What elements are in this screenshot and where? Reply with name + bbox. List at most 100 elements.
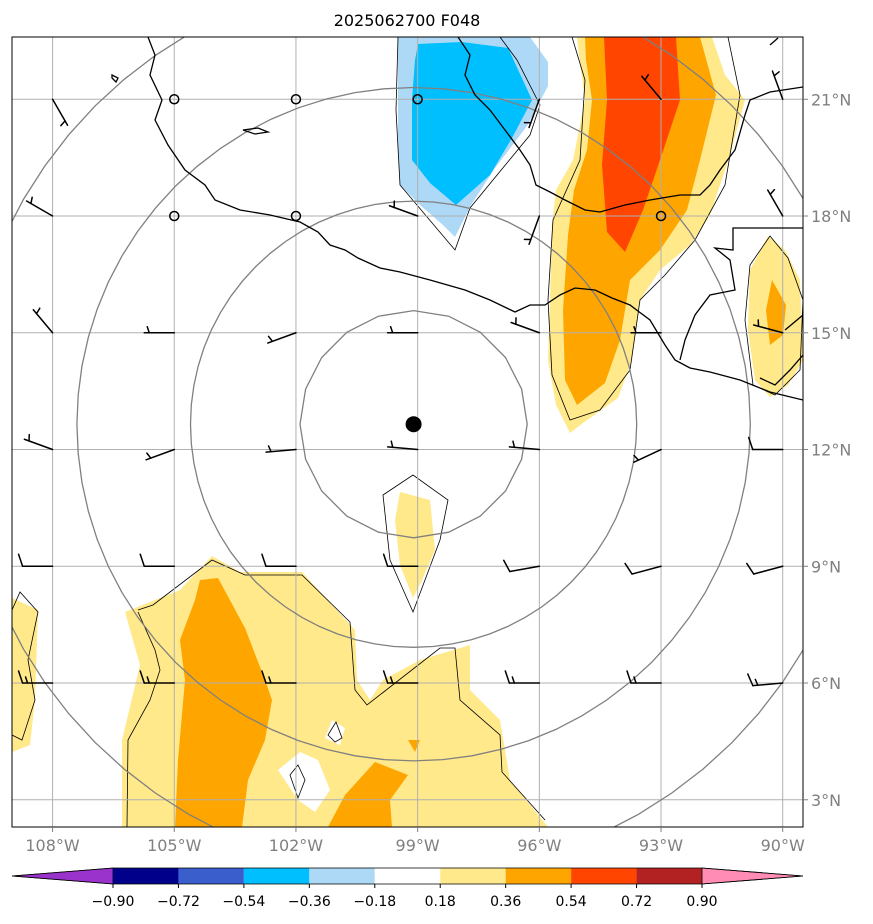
colorbar-swatch [374,868,441,884]
wind-barb [626,670,662,684]
coastline-island [242,127,271,135]
colorbar-label: −0.36 [288,894,331,910]
colorbar-swatch [178,868,244,884]
storm-center-marker [405,416,422,433]
lon-tick-label: 90°W [761,836,805,855]
colorbar-label: −0.18 [353,894,396,910]
map-title: 2025062700 F048 [334,11,481,30]
wind-barb [388,200,419,217]
contour-southwest-inner [126,611,161,827]
lat-tick-label: 6°N [811,674,841,693]
fill-yellow-southwest [12,598,38,752]
contour-south [137,559,546,821]
wind-barb-calm [412,94,423,105]
wind-barb [387,440,419,451]
wind-barb [267,332,297,344]
wind-barb [624,562,662,575]
wind-barb [17,553,54,568]
contour-central-tongue [382,474,449,614]
colorbar-swatch [571,868,637,884]
range-ring-3 [76,86,751,762]
fill-orange-south [328,762,408,827]
wind-barb [23,433,54,451]
wind-barb [747,673,784,687]
coastline-mexico-pacific [147,37,803,401]
lon-tick-label: 108°W [25,836,80,855]
wind-barb-calm [169,210,180,222]
fill-yellow-central-tongue [395,492,435,598]
wind-barb [25,196,54,217]
coastline-central-america [759,314,803,386]
wind-barb [261,553,297,568]
wind-barb [752,319,784,334]
colorbar-label: 0.90 [686,894,717,910]
wind-barb-calm [290,94,302,105]
axis-ticks: 108°W 105°W 102°W 99°W 96°W 93°W 90°W 3°N 6°N 9°N… [25,90,851,855]
lat-tick-label: 15°N [811,324,851,343]
colorbar-swatch [243,868,310,884]
lon-tick-label: 99°W [396,836,440,855]
contour-small-1 [289,764,306,800]
contour-right-patch [744,235,803,396]
lat-tick-label: 18°N [811,207,851,226]
wind-barb [145,448,176,461]
wind-barb [504,670,541,684]
wind-barb [143,326,176,334]
wind-barb [382,553,419,568]
wind-barb [523,98,541,129]
map-frame [11,36,804,828]
colorbar-extend-high [701,867,804,885]
wind-barb [746,562,784,575]
coastline-inlet [111,73,119,84]
wind-barb-calm [290,210,302,222]
wind-barb [265,445,297,453]
colorbar-extend-low [11,867,114,885]
wind-barb-calm [655,210,667,222]
wind-barb [523,215,541,245]
lat-tick-label: 9°N [811,557,841,576]
lat-tick-label: 21°N [811,90,851,109]
lat-tick-label: 3°N [811,791,841,810]
wind-barb [386,326,419,334]
wind-barbs [17,70,784,687]
wind-barb [766,188,784,217]
colorbar-label: 0.36 [490,894,521,910]
wind-barb [261,670,297,684]
range-ring-4 [12,37,803,827]
lon-tick-label: 105°W [147,836,202,855]
fill-orange-south-dot [408,740,420,752]
fill-cyan-north [412,42,532,205]
wind-barb [51,98,69,127]
colorbar: −0.90 −0.72 −0.54 −0.36 −0.18 0.18 0.36 0.54 0.7… [11,867,804,910]
lon-tick-label: 96°W [517,836,561,855]
colorbar-label: −0.72 [157,894,200,910]
coastline-gulf [457,37,803,213]
lat-tick-label: 12°N [811,441,851,460]
fill-red-east-band [602,37,680,252]
coastlines [111,37,803,401]
colorbar-swatch [505,868,572,884]
colorbar-label: 0.72 [621,894,652,910]
colorbar-label: 0.18 [425,894,456,910]
coastline-north-bit [769,37,779,46]
range-rings [12,37,803,827]
map-area [12,37,803,827]
colorbar-swatch [636,868,702,884]
fill-orange-east-band [563,37,716,405]
wind-barb [630,326,662,334]
contour-west-edge [12,591,39,741]
wind-barb [139,670,176,684]
wind-barb [510,317,541,334]
colorbar-swatch [113,868,179,884]
wind-barb [633,448,662,463]
lon-tick-label: 93°W [639,836,683,855]
wind-barb [32,307,54,334]
contour-small-2 [327,721,343,743]
wind-barb [640,73,662,101]
wind-barb [139,553,176,568]
range-ring-1 [299,309,528,539]
wind-barb [508,440,541,451]
wind-barb [382,670,419,684]
wind-barb-calm [169,94,180,105]
